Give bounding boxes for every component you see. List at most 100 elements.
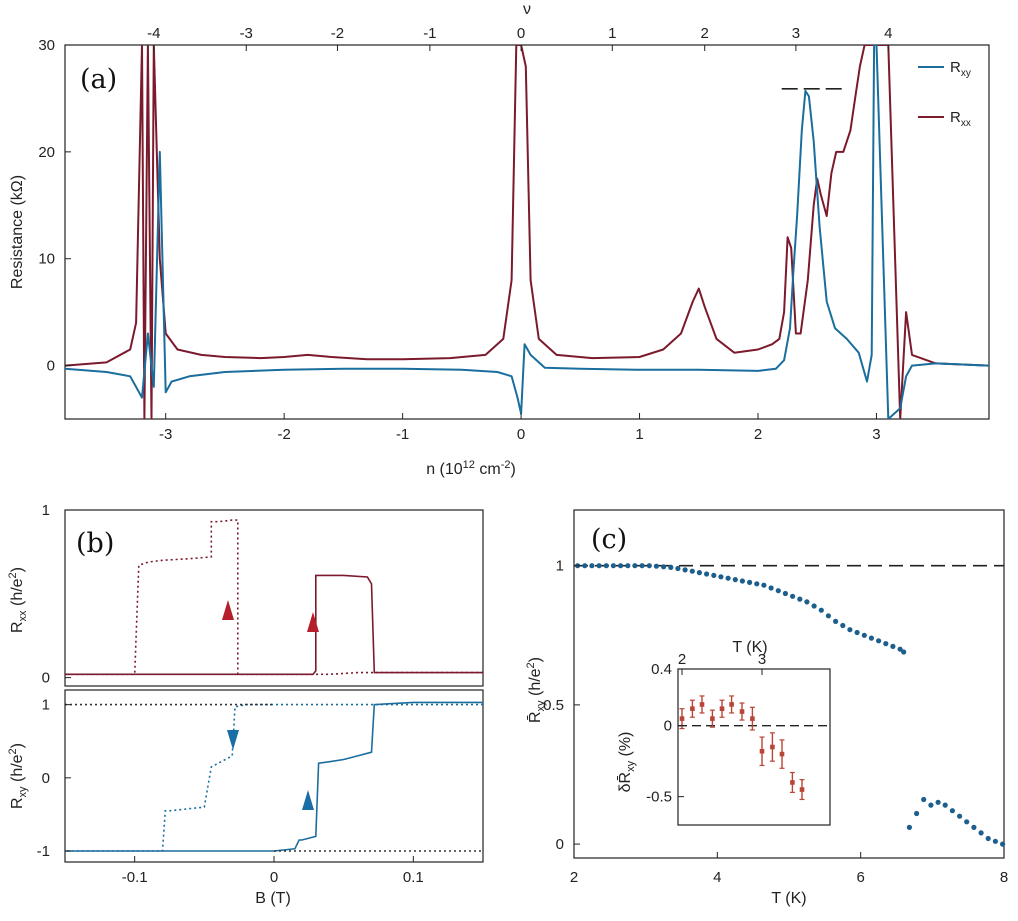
panel-a-frame (64, 44, 990, 420)
a-top-tick-label: 4 (884, 25, 892, 42)
c-data-point (661, 564, 667, 570)
a-top-tick-label: 0 (517, 25, 525, 42)
c-data-point (668, 564, 674, 571)
panel-b-label: (b) (76, 528, 114, 559)
b-bottom-ytick-label: 0 (42, 770, 50, 787)
c-data-point (653, 563, 660, 569)
c-data-point (901, 649, 907, 655)
c-data-point (964, 819, 970, 825)
c-data-point (861, 632, 867, 638)
c-data-point (761, 582, 767, 588)
inset-data-point (750, 716, 755, 721)
a-top-tick-label: -3 (240, 25, 253, 42)
panel-c-xlabel: T (K) (771, 890, 806, 907)
inset-data-point (759, 748, 765, 754)
c-data-point (639, 563, 645, 569)
panel-b-bottom-plot-area (65, 701, 483, 852)
inset-data-point (799, 787, 805, 792)
panel-b-bottom: -0.1 0 0.1 -1 0 1 Rxy (h/e2) B (T) (7, 689, 484, 907)
inset-xtick-label: 2 (678, 651, 686, 668)
c-data-point (797, 596, 803, 602)
c-data-point (689, 568, 695, 574)
c-data-point (754, 581, 760, 587)
a-xtick-label: -1 (396, 426, 409, 443)
panel-b-bottom-frame (64, 689, 484, 863)
c-data-point (935, 799, 941, 805)
legend-rxy-label: Rxy (950, 59, 971, 79)
c-data-point (739, 578, 746, 584)
c-data-point (804, 599, 810, 605)
c-data-point (682, 567, 688, 573)
c-data-point (747, 579, 753, 586)
c-data-point (582, 563, 588, 569)
c-ytick-label: 0 (556, 836, 564, 853)
a-top-tick-label: 1 (608, 25, 616, 42)
inset-points (679, 695, 805, 801)
b-top-ytick-label: 0 (42, 670, 50, 687)
c-data-point (610, 563, 617, 569)
c-xtick-label: 6 (856, 869, 864, 886)
panel-c-points (575, 563, 1006, 847)
a-xtick-label: 3 (872, 426, 880, 443)
a-xtick-label: -2 (277, 426, 290, 443)
rxy-sweep-down-arrow (227, 730, 239, 750)
panel-c-ticks: 2 4 6 8 0 0.5 1 (543, 558, 1008, 886)
panel-a-legend: Rxy Rxx (918, 59, 971, 129)
c-data-point (790, 593, 796, 599)
c-data-point (914, 810, 920, 817)
a-xtick-label: -3 (159, 426, 172, 443)
inset-data-point (690, 706, 695, 712)
c-data-point (957, 813, 963, 819)
c-data-point (890, 643, 896, 650)
a-xtick-label: 0 (517, 426, 525, 443)
c-data-point (833, 618, 839, 625)
c-data-point (646, 563, 652, 569)
c-ytick-label: 1 (556, 558, 564, 575)
b-bottom-ytick-label: 1 (42, 697, 50, 714)
inset-data-point (729, 702, 734, 707)
c-data-point (854, 629, 860, 636)
panel-b-top-plot-area (65, 519, 483, 676)
c-data-point (818, 607, 824, 613)
inset-ytick-label: 0.4 (651, 661, 672, 678)
a-xtick-label: 2 (754, 426, 762, 443)
a-ytick-label: 20 (38, 144, 55, 161)
rxy-sweep-down-line (65, 703, 483, 852)
c-data-point (589, 563, 595, 569)
panel-b-xlabel: B (T) (255, 890, 291, 907)
panel-b-top-ticks: 01 (42, 502, 71, 687)
legend-rxx-label: Rxx (950, 109, 971, 129)
inset-frame (677, 668, 831, 826)
rxy-sweep-up-arrow (302, 790, 314, 810)
c-data-point (603, 563, 609, 569)
c-data-point (883, 641, 889, 647)
c-data-point (625, 563, 631, 569)
c-data-point (928, 802, 934, 808)
c-data-point (596, 563, 602, 569)
series-rxx-line (65, 45, 989, 419)
series-rxy-line (65, 45, 989, 419)
inset-data-point (779, 751, 785, 757)
a-top-tick-label: -2 (331, 25, 344, 42)
inset-data-point (739, 709, 745, 714)
inset-ylabel: δR̄xy (%) (617, 732, 637, 793)
panel-a-label: (a) (80, 64, 117, 95)
c-data-point (618, 563, 624, 569)
inset-data-point (679, 716, 685, 721)
panel-a-ylabel: Resistance (kΩ) (9, 175, 26, 289)
c-data-point (868, 635, 875, 641)
c-data-point (921, 796, 927, 803)
c-data-point (704, 571, 710, 577)
a-ytick-label: 10 (38, 251, 55, 268)
c-data-point (1000, 841, 1006, 847)
c-data-point (897, 646, 903, 652)
panel-a-plot-area (65, 45, 989, 419)
b-bottom-ytick-label: -1 (37, 843, 50, 860)
rxx-sweep-down-arrow (222, 600, 234, 620)
c-data-point (696, 570, 703, 576)
inset-xlabel: T (K) (732, 639, 767, 656)
c-data-point (847, 627, 853, 633)
c-data-point (992, 838, 999, 844)
c-data-point (825, 613, 832, 619)
